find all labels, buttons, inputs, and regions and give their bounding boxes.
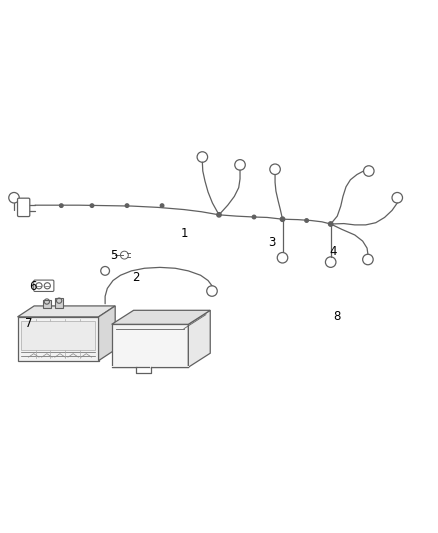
Text: 8: 8 bbox=[334, 310, 341, 324]
Text: 4: 4 bbox=[329, 245, 337, 257]
Polygon shape bbox=[112, 324, 188, 367]
FancyBboxPatch shape bbox=[18, 198, 30, 216]
Circle shape bbox=[305, 219, 308, 222]
Circle shape bbox=[280, 217, 285, 221]
Circle shape bbox=[328, 222, 333, 226]
FancyBboxPatch shape bbox=[34, 280, 54, 292]
Polygon shape bbox=[99, 306, 115, 361]
Polygon shape bbox=[18, 306, 115, 317]
Polygon shape bbox=[188, 310, 210, 367]
Polygon shape bbox=[21, 321, 95, 350]
Circle shape bbox=[60, 204, 63, 207]
Text: 5: 5 bbox=[110, 249, 117, 262]
Bar bbox=[55, 298, 63, 308]
Polygon shape bbox=[112, 310, 210, 324]
Circle shape bbox=[90, 204, 94, 207]
Circle shape bbox=[252, 215, 256, 219]
Circle shape bbox=[160, 204, 164, 207]
Text: 6: 6 bbox=[29, 280, 37, 293]
Text: 2: 2 bbox=[132, 271, 140, 284]
Text: 7: 7 bbox=[25, 317, 32, 330]
Polygon shape bbox=[18, 317, 99, 361]
Text: 1: 1 bbox=[180, 227, 188, 240]
Circle shape bbox=[217, 213, 221, 217]
Text: 3: 3 bbox=[268, 236, 275, 249]
Bar bbox=[43, 300, 51, 308]
Circle shape bbox=[125, 204, 129, 207]
